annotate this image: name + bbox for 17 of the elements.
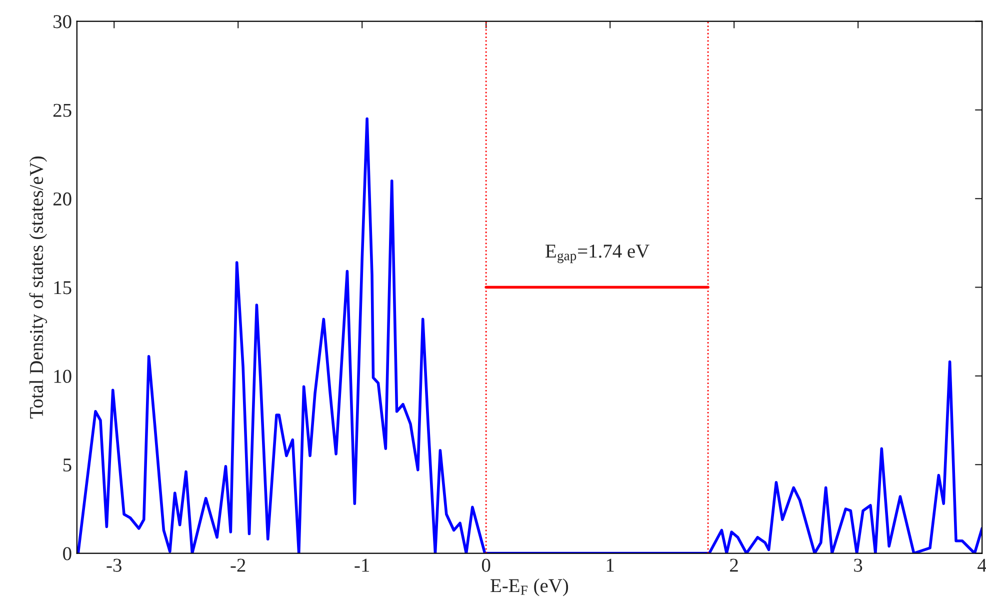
annotation: E$_{gap}$=1.74 eV: [546, 244, 650, 264]
x-axis-title: E-E$_{F}$ (eV): [490, 578, 568, 596]
y-tick-label: 0: [63, 547, 72, 560]
x-tick-label: 1: [606, 558, 614, 572]
x-tick-label: 3: [854, 558, 862, 572]
y-tick-label: 5: [63, 458, 72, 472]
x-tick-label: -3: [106, 558, 122, 572]
x-tick-label: -2: [230, 558, 246, 572]
x-tick-label: -1: [354, 558, 370, 572]
y-axis-title: Total Density of states (states/eV): [29, 156, 48, 419]
x-tick-label: 0: [482, 558, 490, 572]
y-tick-label: 25: [53, 104, 72, 117]
y-tick-label: 15: [54, 281, 72, 294]
x-tick-label: 2: [730, 558, 738, 572]
y-tick-label: 30: [54, 15, 72, 28]
y-tick-label: 10: [54, 370, 72, 383]
y-tick-label: 20: [53, 192, 72, 206]
